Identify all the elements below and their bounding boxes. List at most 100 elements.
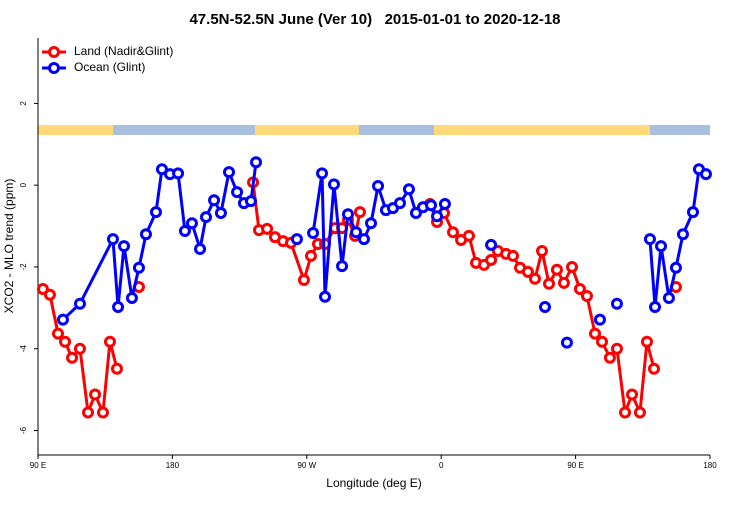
- point: [106, 233, 119, 246]
- point: [402, 183, 415, 196]
- point: [543, 277, 556, 290]
- point: [82, 406, 95, 419]
- point: [155, 163, 168, 176]
- point: [110, 362, 123, 375]
- legend-marker: [48, 62, 60, 74]
- point: [521, 265, 534, 278]
- point: [73, 342, 86, 355]
- point: [619, 406, 632, 419]
- point: [431, 210, 444, 223]
- point: [566, 260, 579, 273]
- point: [89, 388, 102, 401]
- x-tick-label: 90 W: [297, 461, 316, 470]
- x-tick-label: 0: [439, 461, 444, 470]
- point: [655, 240, 668, 253]
- point: [327, 178, 340, 191]
- series: [56, 156, 712, 349]
- point: [304, 249, 317, 262]
- point: [485, 253, 498, 266]
- point: [669, 261, 682, 274]
- point: [290, 233, 303, 246]
- point: [593, 313, 606, 326]
- point: [643, 233, 656, 246]
- point: [132, 261, 145, 274]
- x-tick-label: 180: [703, 461, 717, 470]
- point: [178, 224, 191, 237]
- point: [550, 263, 563, 276]
- point: [66, 351, 79, 364]
- point: [194, 242, 207, 255]
- point: [699, 168, 712, 181]
- y-tick-label: -6: [19, 426, 28, 434]
- point: [231, 186, 244, 199]
- point: [560, 336, 573, 349]
- y-tick-label: 0: [19, 182, 28, 187]
- point: [222, 166, 235, 179]
- point: [603, 351, 616, 364]
- point: [297, 274, 310, 287]
- point: [596, 335, 609, 348]
- point: [149, 206, 162, 219]
- point: [580, 289, 593, 302]
- x-axis-label: Longitude (deg E): [326, 476, 421, 490]
- point: [610, 297, 623, 310]
- series-line: [61, 162, 707, 321]
- legend-marker: [48, 46, 60, 58]
- series: [36, 176, 680, 419]
- ocean-strip: [650, 125, 710, 135]
- y-axis-label: XCO2 - MLO trend (ppm): [2, 179, 16, 314]
- point: [250, 156, 263, 169]
- point: [118, 240, 131, 253]
- x-tick-label: 180: [166, 461, 180, 470]
- point: [640, 335, 653, 348]
- point: [73, 297, 86, 310]
- point: [626, 388, 639, 401]
- point: [200, 211, 212, 224]
- y-tick-label: -2: [19, 263, 28, 271]
- legend-label: Land (Nadir&Glint): [74, 44, 173, 58]
- point: [56, 313, 69, 326]
- point: [307, 227, 320, 240]
- ocean-strip: [359, 125, 434, 135]
- point: [462, 229, 475, 242]
- point: [244, 195, 257, 208]
- y-tick-label: 2: [19, 101, 28, 106]
- point: [676, 228, 689, 241]
- point: [172, 167, 185, 180]
- point: [662, 292, 675, 305]
- point: [686, 206, 699, 219]
- chart-title: 47.5N-52.5N June (Ver 10) 2015-01-01 to …: [189, 11, 560, 28]
- point: [507, 249, 520, 262]
- point: [557, 276, 570, 289]
- point: [350, 226, 363, 239]
- point: [96, 406, 109, 419]
- y-tick-label: -4: [19, 345, 28, 353]
- point: [103, 335, 116, 348]
- point: [633, 406, 646, 419]
- point: [425, 199, 438, 212]
- point: [589, 327, 602, 340]
- point: [319, 290, 332, 303]
- point: [538, 301, 551, 314]
- point: [59, 335, 72, 348]
- point: [446, 226, 459, 239]
- point: [43, 288, 56, 301]
- point: [648, 362, 660, 375]
- point: [112, 301, 125, 314]
- point: [365, 217, 378, 230]
- point: [393, 197, 406, 210]
- point: [342, 208, 355, 221]
- point: [125, 292, 138, 305]
- point: [438, 197, 451, 210]
- x-tick-label: 90 E: [567, 461, 583, 470]
- point: [261, 222, 274, 235]
- point: [610, 342, 623, 355]
- point: [649, 301, 662, 314]
- land-mask-strip: [38, 125, 710, 135]
- point: [536, 244, 548, 257]
- point: [528, 272, 541, 285]
- legend-label: Ocean (Glint): [74, 60, 145, 74]
- point: [336, 260, 349, 273]
